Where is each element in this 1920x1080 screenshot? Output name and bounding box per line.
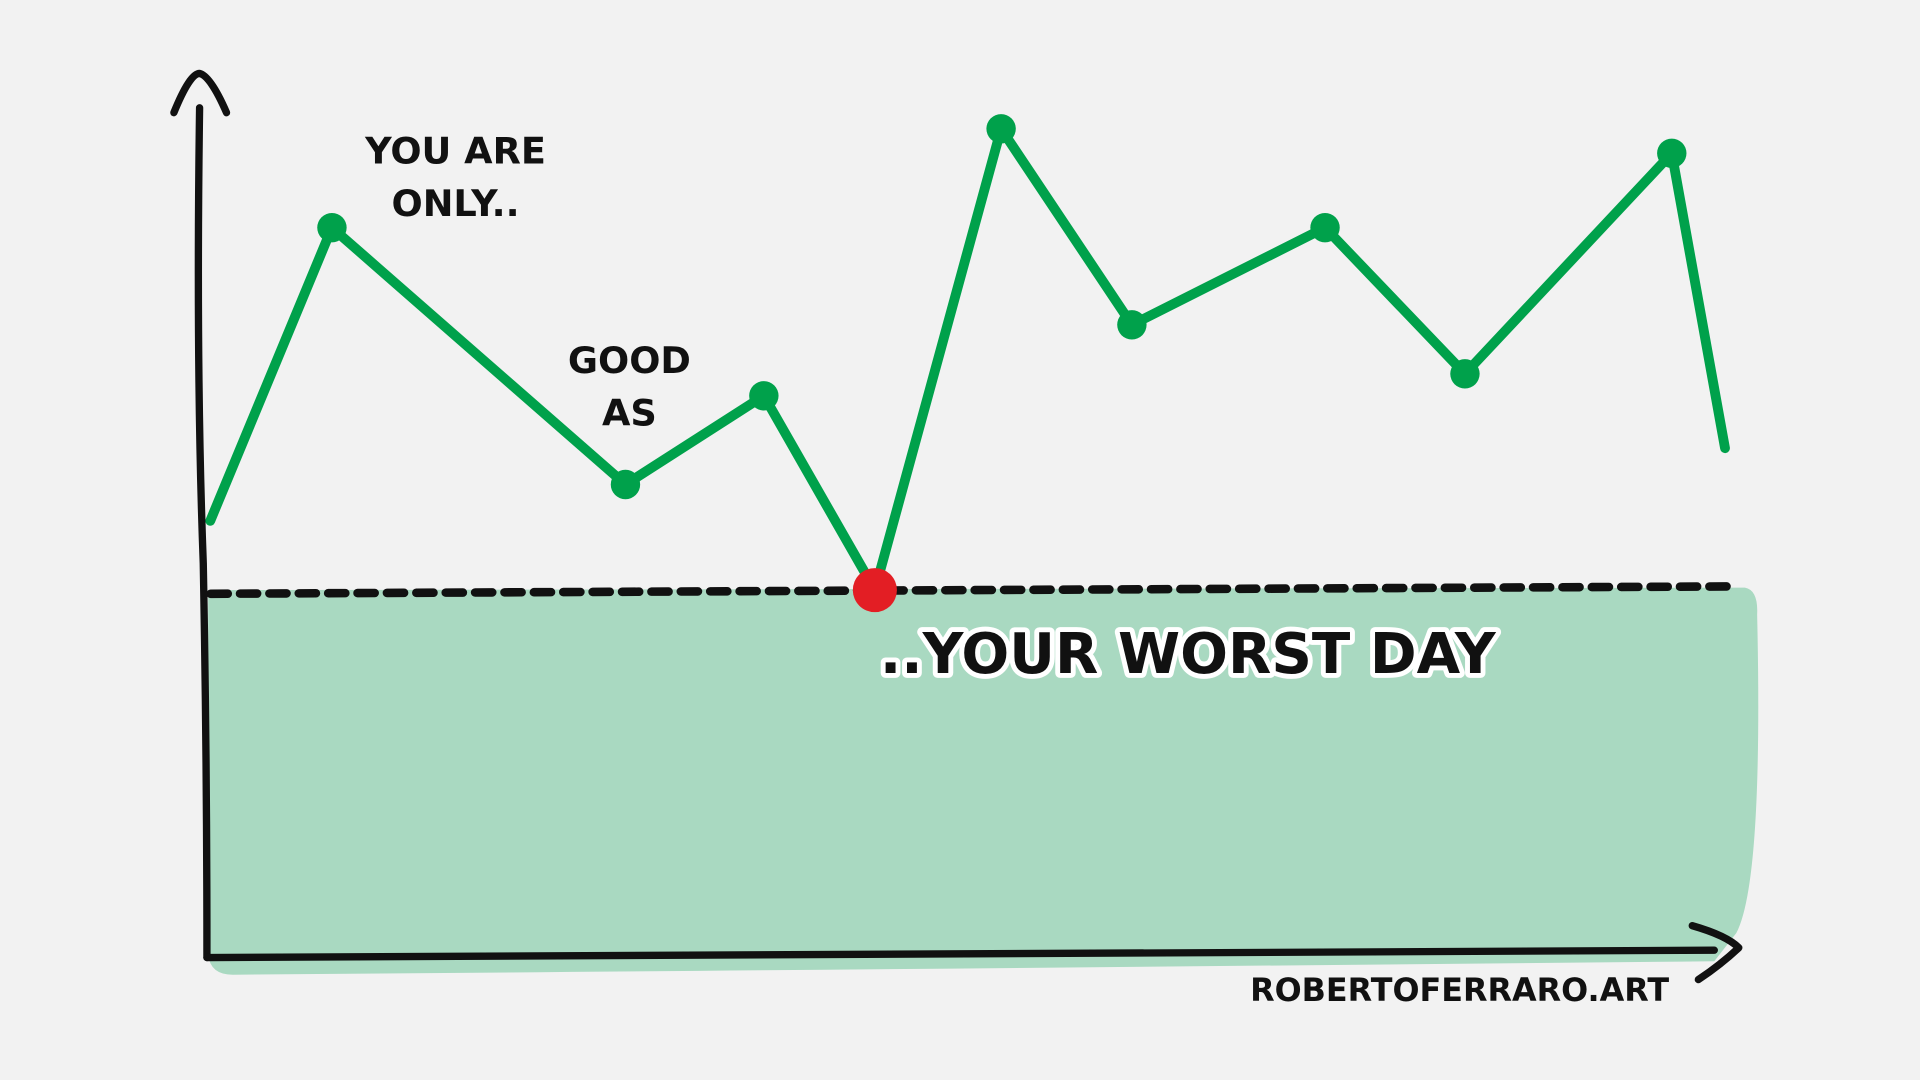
x-axis xyxy=(203,946,1718,962)
y-axis xyxy=(194,104,211,962)
annotation: AS xyxy=(602,392,657,435)
point xyxy=(1310,212,1340,243)
point xyxy=(749,381,779,411)
annotation: YOU ARE xyxy=(364,130,546,173)
annotation: GOOD xyxy=(568,339,691,382)
annotation: ONLY.. xyxy=(391,182,519,225)
point xyxy=(317,212,347,243)
threshold-line xyxy=(206,582,1734,599)
point xyxy=(986,114,1016,144)
credit: ROBERTOFERRARO.ART xyxy=(1250,971,1669,1009)
worst-point xyxy=(852,568,897,613)
point xyxy=(1657,138,1687,168)
x-axis-arrow xyxy=(1688,922,1743,984)
threshold-label: ..YOUR WORST DAY xyxy=(880,622,1497,687)
worst-day-zone xyxy=(208,587,1759,975)
area-layer xyxy=(206,582,1759,975)
point xyxy=(1117,310,1147,340)
plot-layer: YOU ARE ONLY.. GOOD AS ..YOUR WORST DAY xyxy=(205,114,1730,692)
y-axis-arrow xyxy=(170,69,231,117)
point xyxy=(1450,359,1480,389)
point xyxy=(610,469,641,500)
